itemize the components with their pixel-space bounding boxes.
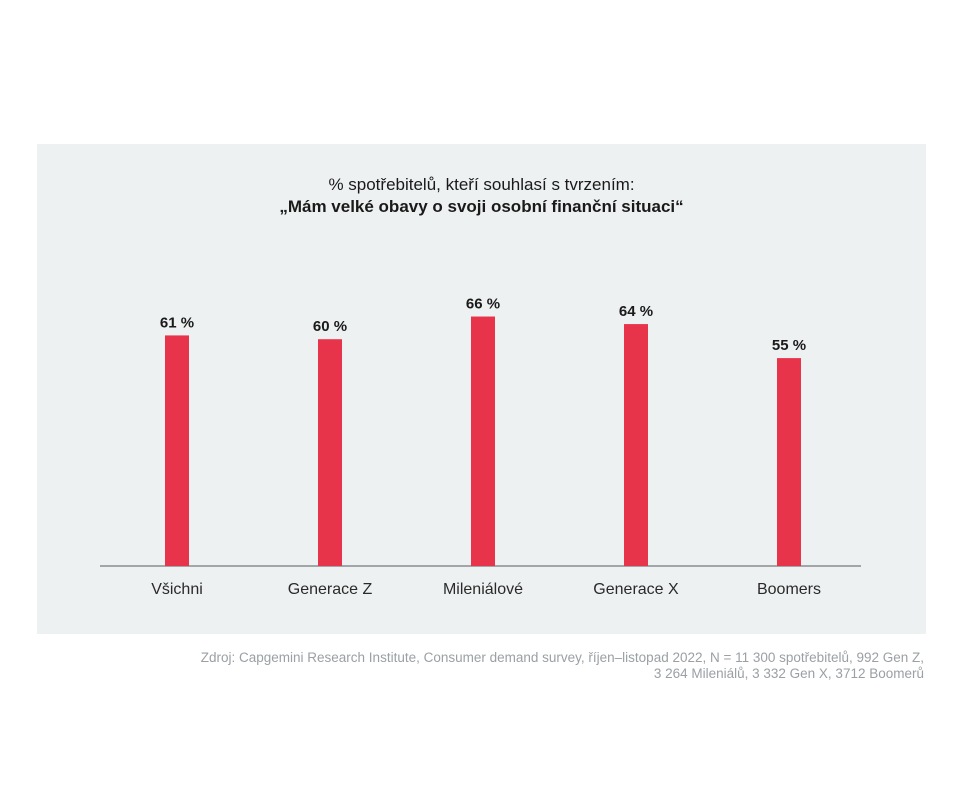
chart-title: % spotřebitelů, kteří souhlasí s tvrzení… <box>37 174 926 218</box>
value-label-1: 61 % <box>160 314 194 331</box>
value-label-4: 64 % <box>619 303 653 320</box>
bar-4 <box>624 324 648 566</box>
source-note: Zdroj: Capgemini Research Institute, Con… <box>84 650 924 682</box>
chart-title-line2: „Mám velké obavy o svoji osobní finanční… <box>279 197 684 216</box>
category-label-2: Generace Z <box>288 581 373 598</box>
source-line2: 3 264 Mileniálů, 3 332 Gen X, 3712 Boome… <box>653 666 924 681</box>
source-line1: Zdroj: Capgemini Research Institute, Con… <box>200 650 924 665</box>
bar-2 <box>318 339 342 566</box>
category-label-4: Generace X <box>593 581 679 598</box>
chart-title-line1: % spotřebitelů, kteří souhlasí s tvrzení… <box>328 175 635 194</box>
chart-panel: % spotřebitelů, kteří souhlasí s tvrzení… <box>37 144 926 634</box>
bar-1 <box>165 335 189 566</box>
category-label-5: Boomers <box>757 581 821 598</box>
value-label-5: 55 % <box>772 337 806 354</box>
value-label-2: 60 % <box>313 318 347 335</box>
bar-chart: 61 % Všichni 60 % Generace Z 66 % Mileniálové… <box>100 296 861 598</box>
category-label-3: Mileniálové <box>443 581 523 598</box>
value-label-3: 66 % <box>466 296 500 313</box>
bar-5 <box>777 358 801 566</box>
category-label-1: Všichni <box>151 581 203 598</box>
bar-3 <box>471 316 495 566</box>
